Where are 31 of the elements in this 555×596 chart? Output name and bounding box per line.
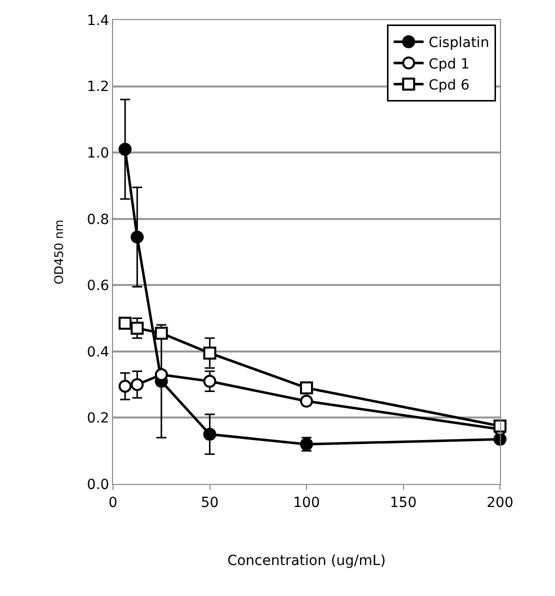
point (203, 374, 216, 388)
legend-label: Cpd 6 (428, 78, 470, 94)
legend-label: Cpd 1 (428, 56, 470, 72)
point (300, 381, 313, 394)
point (154, 368, 168, 382)
x-tick-label: 100 (293, 494, 320, 511)
point (300, 394, 313, 408)
y-tick-label: 1.2 (86, 79, 110, 96)
y-axis-title: OD450 nm (52, 220, 66, 284)
point (118, 142, 132, 156)
point (203, 428, 216, 441)
point (118, 316, 132, 330)
y-tick-label: 0.8 (86, 212, 110, 228)
point (203, 346, 216, 360)
point (118, 380, 132, 393)
y-tick-label: 0.0 (86, 476, 110, 493)
y-tick-label: 0.4 (86, 344, 110, 360)
x-tick-label: 150 (390, 494, 417, 511)
x-tick-label: 200 (486, 494, 514, 511)
x-tick-label: 0 (108, 494, 118, 511)
y-tick-label: 1.4 (86, 12, 110, 29)
point (130, 378, 144, 392)
x-axis-title: Concentration (ug/mL) (227, 553, 386, 570)
x-tick-label: 50 (200, 494, 219, 511)
legend-label: Cisplatin (428, 35, 490, 52)
point (130, 230, 144, 244)
y-tick-label: 0.2 (86, 410, 110, 427)
y-tick-label: 1.0 (86, 145, 110, 162)
y-tick-label: 0.6 (86, 278, 110, 294)
point (154, 326, 168, 340)
point (130, 322, 144, 335)
